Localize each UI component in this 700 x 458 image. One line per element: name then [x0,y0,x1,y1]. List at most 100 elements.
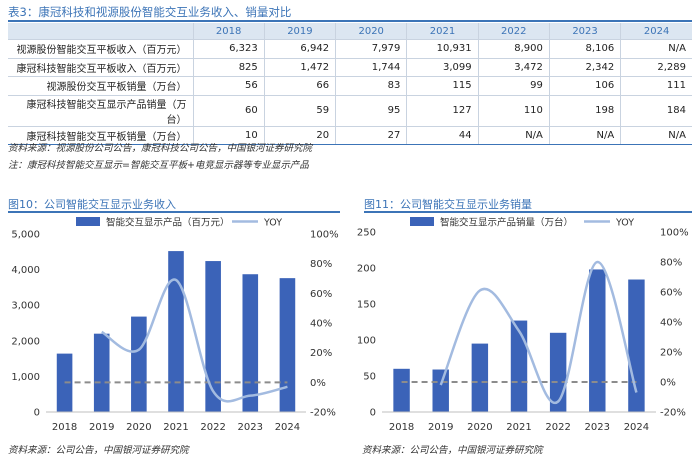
y2-tick-label: 80% [310,259,332,270]
bar [510,320,528,412]
y-tick-label: 2,000 [11,336,40,347]
table-cell: 2,289 [620,58,692,77]
table-row: 康冠科技智能交互平板收入（百万元） 825 1,472 1,744 3,099 … [8,58,692,77]
x-tick-label: 2023 [238,422,263,433]
header-cell: 2023 [548,23,621,40]
table-cell: 111 [620,76,692,96]
chart-source: 资料来源：公司公告，中国银河证券研究院 [8,445,189,456]
table-cell: 1,472 [263,58,336,77]
y-tick-label: 1,000 [11,372,40,383]
bar [589,269,606,412]
table-cell: 20 [263,126,336,145]
table-cell: 95 [335,95,407,127]
x-tick-label: 2019 [428,422,453,433]
x-tick-label: 2018 [52,422,77,433]
y2-tick-label: 40% [660,318,682,329]
table-row: 康冠科技智能交互显示产品销量（万台） 60 59 95 127 110 198 … [8,95,692,127]
legend-label: 智能交互显示产品（百万元） [106,217,230,229]
row-label: 视源股份智能交互平板收入（百万元） [8,39,193,59]
header-cell: 2022 [477,23,550,40]
legend-swatch-bar [76,217,100,226]
y2-tick-label: 80% [660,258,682,269]
table-cell: 83 [335,76,407,96]
legend-label: YOY [615,218,634,229]
table-cell: 6,323 [192,39,265,59]
y2-tick-label: 60% [660,288,682,299]
row-label: 康冠科技智能交互平板销量（万台） [8,126,193,145]
volume-chart: 0 50 100 150 200 250 -20% 0% 20% 40% 60% 80% 100% 201… [357,217,689,434]
legend-label: YOY [263,218,282,229]
table-title-rule [8,20,692,22]
y-tick-label: 50 [363,372,376,383]
chart-title-rule [8,211,340,213]
x-tick-label: 2021 [163,422,188,433]
header-cell: 2019 [263,23,336,40]
table-cell: 8,900 [477,39,550,59]
x-tick-label: 2024 [275,422,300,433]
x-tick-label: 2022 [200,422,225,433]
y2-tick-label: 60% [310,289,332,300]
table-cell: 127 [406,95,479,127]
table-cell: N/A [477,126,550,145]
table-cell: 27 [335,126,407,145]
bar [242,274,259,412]
y-tick-label: 0 [370,408,376,419]
table-cell: 3,472 [477,58,550,77]
bar [168,251,184,412]
row-label: 康冠科技智能交互平板收入（百万元） [8,58,193,77]
y2-tick-label: -20% [310,408,336,419]
bar [471,343,489,412]
table-cell: 2,342 [548,58,621,77]
header-cell: 2018 [192,23,265,40]
bar [205,261,221,412]
table-cell: N/A [620,126,692,145]
table-cell: 6,942 [263,39,336,59]
table-source: 资料来源：视源股份公司公告，康冠科技公司公告，中国银河证券研究院 [8,143,313,154]
yoy-line [101,278,288,403]
table-cell: 44 [406,126,479,145]
legend-label: 智能交互显示产品销量（万台） [440,217,573,229]
y-tick-label: 100 [357,336,376,347]
chart-title-rule [364,211,692,213]
header-cell: 2020 [335,23,407,40]
revenue-chart: 0 1,000 2,000 3,000 4,000 5,000 -20% 0% 20% 40% 60… [11,217,339,434]
table-cell: 198 [548,95,621,127]
y2-tick-label: 40% [310,319,332,330]
x-tick-label: 2023 [585,422,610,433]
y-tick-label: 5,000 [11,230,40,241]
y2-tick-label: 20% [310,348,332,359]
table-title: 表3：康冠科技和视源股份智能交互业务收入、销量对比 [8,5,292,19]
chart-title: 图10：公司智能交互显示业务收入 [8,198,176,211]
table-cell: 66 [263,76,336,96]
table-note: 注：康冠科技智能交互显示=智能交互平板+电竞显示器等专业显示产品 [8,160,309,171]
header-cell: 2021 [406,23,479,40]
table-row: 康冠科技智能交互平板销量（万台） 10 20 27 44 N/A N/A N/A [8,126,692,145]
x-tick-label: 2018 [389,422,414,433]
x-tick-label: 2021 [506,422,531,433]
table-cell: 3,099 [406,58,479,77]
x-tick-label: 2019 [89,422,114,433]
y2-tick-label: 0% [310,378,326,389]
table-cell: 59 [263,95,336,127]
x-tick-label: 2024 [624,422,649,433]
yoy-line [439,260,638,405]
row-label: 康冠科技智能交互显示产品销量（万台） [8,95,193,127]
y-tick-label: 250 [357,228,376,239]
y2-tick-label: -20% [660,408,686,419]
table-cell: 110 [477,95,550,127]
table-cell: N/A [620,39,692,59]
table-header-row: 2018 2019 2020 2021 2022 2023 2024 [8,23,692,40]
table-cell: 56 [192,76,265,96]
table-cell: 825 [192,58,265,77]
bar [131,316,147,412]
table-cell: 8,106 [548,39,621,59]
y2-tick-label: 20% [660,348,682,359]
bar [279,278,296,412]
y2-tick-label: 100% [310,230,339,241]
table-cell: 7,979 [335,39,407,59]
legend-swatch-bar [410,217,434,226]
table-row: 视源股份交互平板销量（万台） 56 66 83 115 99 106 111 [8,76,692,96]
x-tick-label: 2022 [545,422,570,433]
header-cell: 2024 [620,23,692,40]
y2-tick-label: 0% [660,378,676,389]
